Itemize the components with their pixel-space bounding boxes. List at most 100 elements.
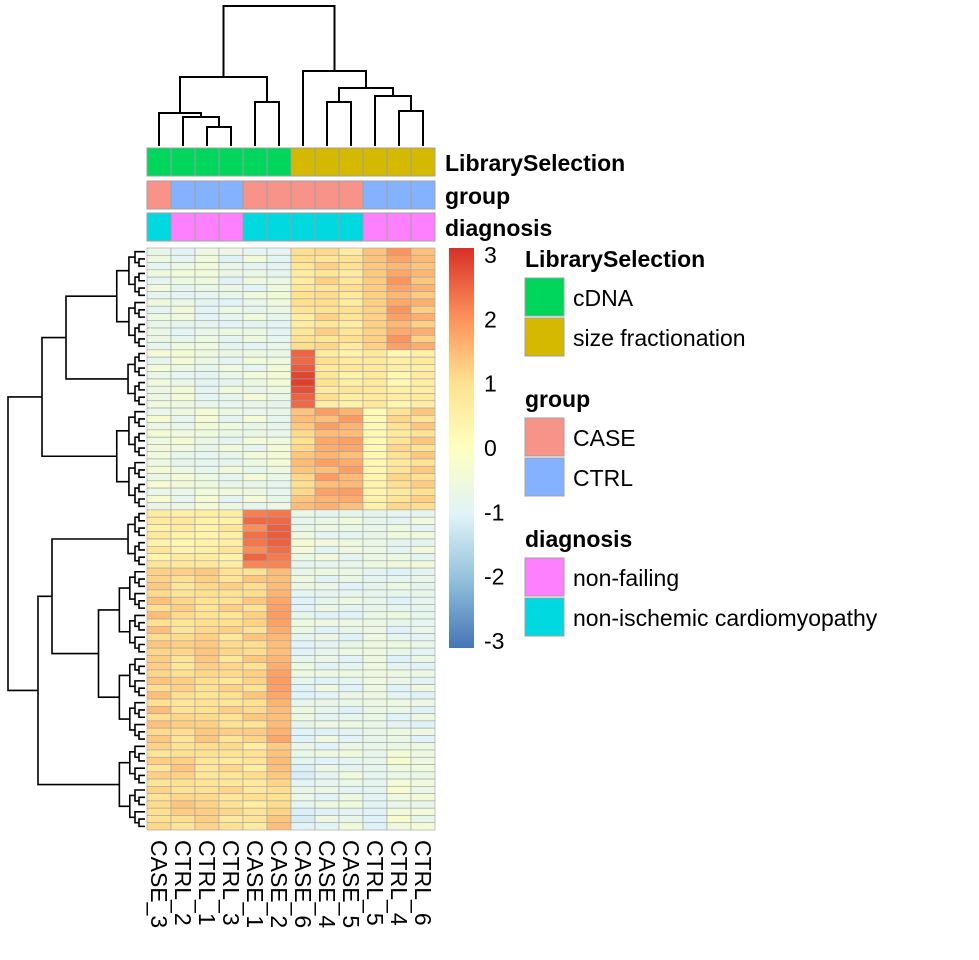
heatmap-cell — [314, 582, 340, 591]
heatmap-cell — [290, 327, 316, 336]
heatmap-cell — [170, 625, 196, 634]
heatmap-cell — [290, 545, 316, 554]
heatmap-cell — [386, 400, 412, 409]
heatmap-cell — [194, 276, 220, 285]
heatmap-cell — [290, 633, 316, 642]
heatmap-cell — [266, 691, 292, 700]
heatmap-cell — [362, 429, 388, 438]
heatmap-cell — [170, 815, 196, 824]
heatmap-cell — [338, 509, 364, 518]
legend-item-label: cDNA — [573, 285, 634, 311]
heatmap-cell — [338, 422, 364, 431]
heatmap-cell — [362, 553, 388, 562]
heatmap-cell — [338, 749, 364, 758]
heatmap-cell — [170, 669, 196, 678]
heatmap-cell — [410, 553, 436, 562]
heatmap-cell — [290, 444, 316, 452]
heatmap-cell — [146, 509, 172, 518]
heatmap-cell — [386, 254, 412, 263]
heatmap-cell — [218, 254, 244, 263]
heatmap-cell — [146, 436, 172, 445]
heatmap-cell — [170, 720, 196, 729]
heatmap-cell — [266, 720, 292, 729]
annotation-cell — [290, 180, 316, 210]
heatmap-cell — [290, 502, 316, 511]
heatmap-cell — [194, 662, 220, 671]
heatmap-cell — [218, 640, 244, 649]
heatmap-cell — [386, 713, 412, 722]
heatmap-cell — [194, 327, 220, 336]
heatmap-cell — [314, 720, 340, 729]
heatmap-cell — [386, 385, 412, 394]
heatmap-cell — [170, 684, 196, 693]
heatmap-cell — [338, 451, 364, 460]
heatmap-cell — [410, 771, 436, 780]
heatmap-cell — [410, 582, 436, 591]
heatmap-cell — [218, 727, 244, 736]
heatmap-cell — [386, 495, 412, 503]
heatmap-cell — [194, 807, 220, 816]
heatmap-cell — [170, 407, 196, 416]
dendrogram-link — [138, 367, 145, 377]
dendrogram-link — [37, 595, 120, 786]
heatmap-cell — [362, 589, 388, 598]
heatmap-cell — [362, 698, 388, 707]
heatmap-cell — [218, 669, 244, 678]
dendrogram-link — [222, 5, 336, 77]
heatmap-cell — [314, 771, 340, 780]
dendrogram-link — [138, 556, 145, 566]
heatmap-cell — [410, 356, 436, 365]
heatmap-cell — [314, 662, 340, 671]
heatmap-cell — [338, 269, 364, 278]
heatmap-cell — [242, 720, 268, 729]
heatmap-cell — [266, 269, 292, 278]
heatmap-cell — [170, 589, 196, 598]
column-label: CASE_2 — [266, 840, 292, 928]
heatmap-cell — [242, 764, 268, 773]
heatmap-cell — [314, 669, 340, 678]
annotation-cell — [314, 212, 340, 242]
heatmap-cell — [386, 764, 412, 773]
annotation-cell — [194, 147, 220, 177]
heatmap-cell — [194, 436, 220, 445]
heatmap-cell — [218, 436, 244, 445]
heatmap-cell — [386, 407, 412, 416]
heatmap-cell — [218, 465, 244, 474]
heatmap-cell — [338, 815, 364, 824]
heatmap-cell — [410, 451, 436, 460]
heatmap-cell — [290, 735, 316, 743]
heatmap-cell — [338, 640, 364, 649]
heatmap-cell — [170, 713, 196, 722]
heatmap-cell — [386, 356, 412, 365]
heatmap-cell — [362, 262, 388, 271]
heatmap-cell — [266, 727, 292, 736]
heatmap-cell — [410, 531, 436, 540]
heatmap-cell — [290, 698, 316, 707]
heatmap-cell — [218, 422, 244, 431]
heatmap-cell — [146, 706, 172, 714]
heatmap-cell — [146, 473, 172, 482]
heatmap-cell — [146, 669, 172, 678]
heatmap-cell — [194, 313, 220, 322]
heatmap-cell — [194, 545, 220, 554]
annotation-label: group — [445, 183, 510, 209]
heatmap-cell — [290, 364, 316, 372]
heatmap-cell — [146, 684, 172, 693]
heatmap-cell — [266, 589, 292, 598]
heatmap-cell — [410, 305, 436, 314]
heatmap-cell — [290, 596, 316, 605]
heatmap-cell — [410, 727, 436, 736]
annotation-cell — [410, 147, 436, 177]
dendrogram-link — [134, 461, 145, 475]
heatmap-cell — [290, 625, 316, 634]
heatmap-cell — [314, 429, 340, 438]
heatmap-cell — [410, 684, 436, 693]
heatmap-cell — [410, 756, 436, 765]
heatmap-cell — [194, 524, 220, 533]
heatmap-cell — [362, 531, 388, 540]
heatmap-cell — [146, 735, 172, 743]
heatmap-cell — [170, 465, 196, 474]
heatmap-cell — [218, 815, 244, 824]
colorbar-tick-label: 0 — [484, 435, 497, 461]
heatmap-cell — [266, 575, 292, 583]
